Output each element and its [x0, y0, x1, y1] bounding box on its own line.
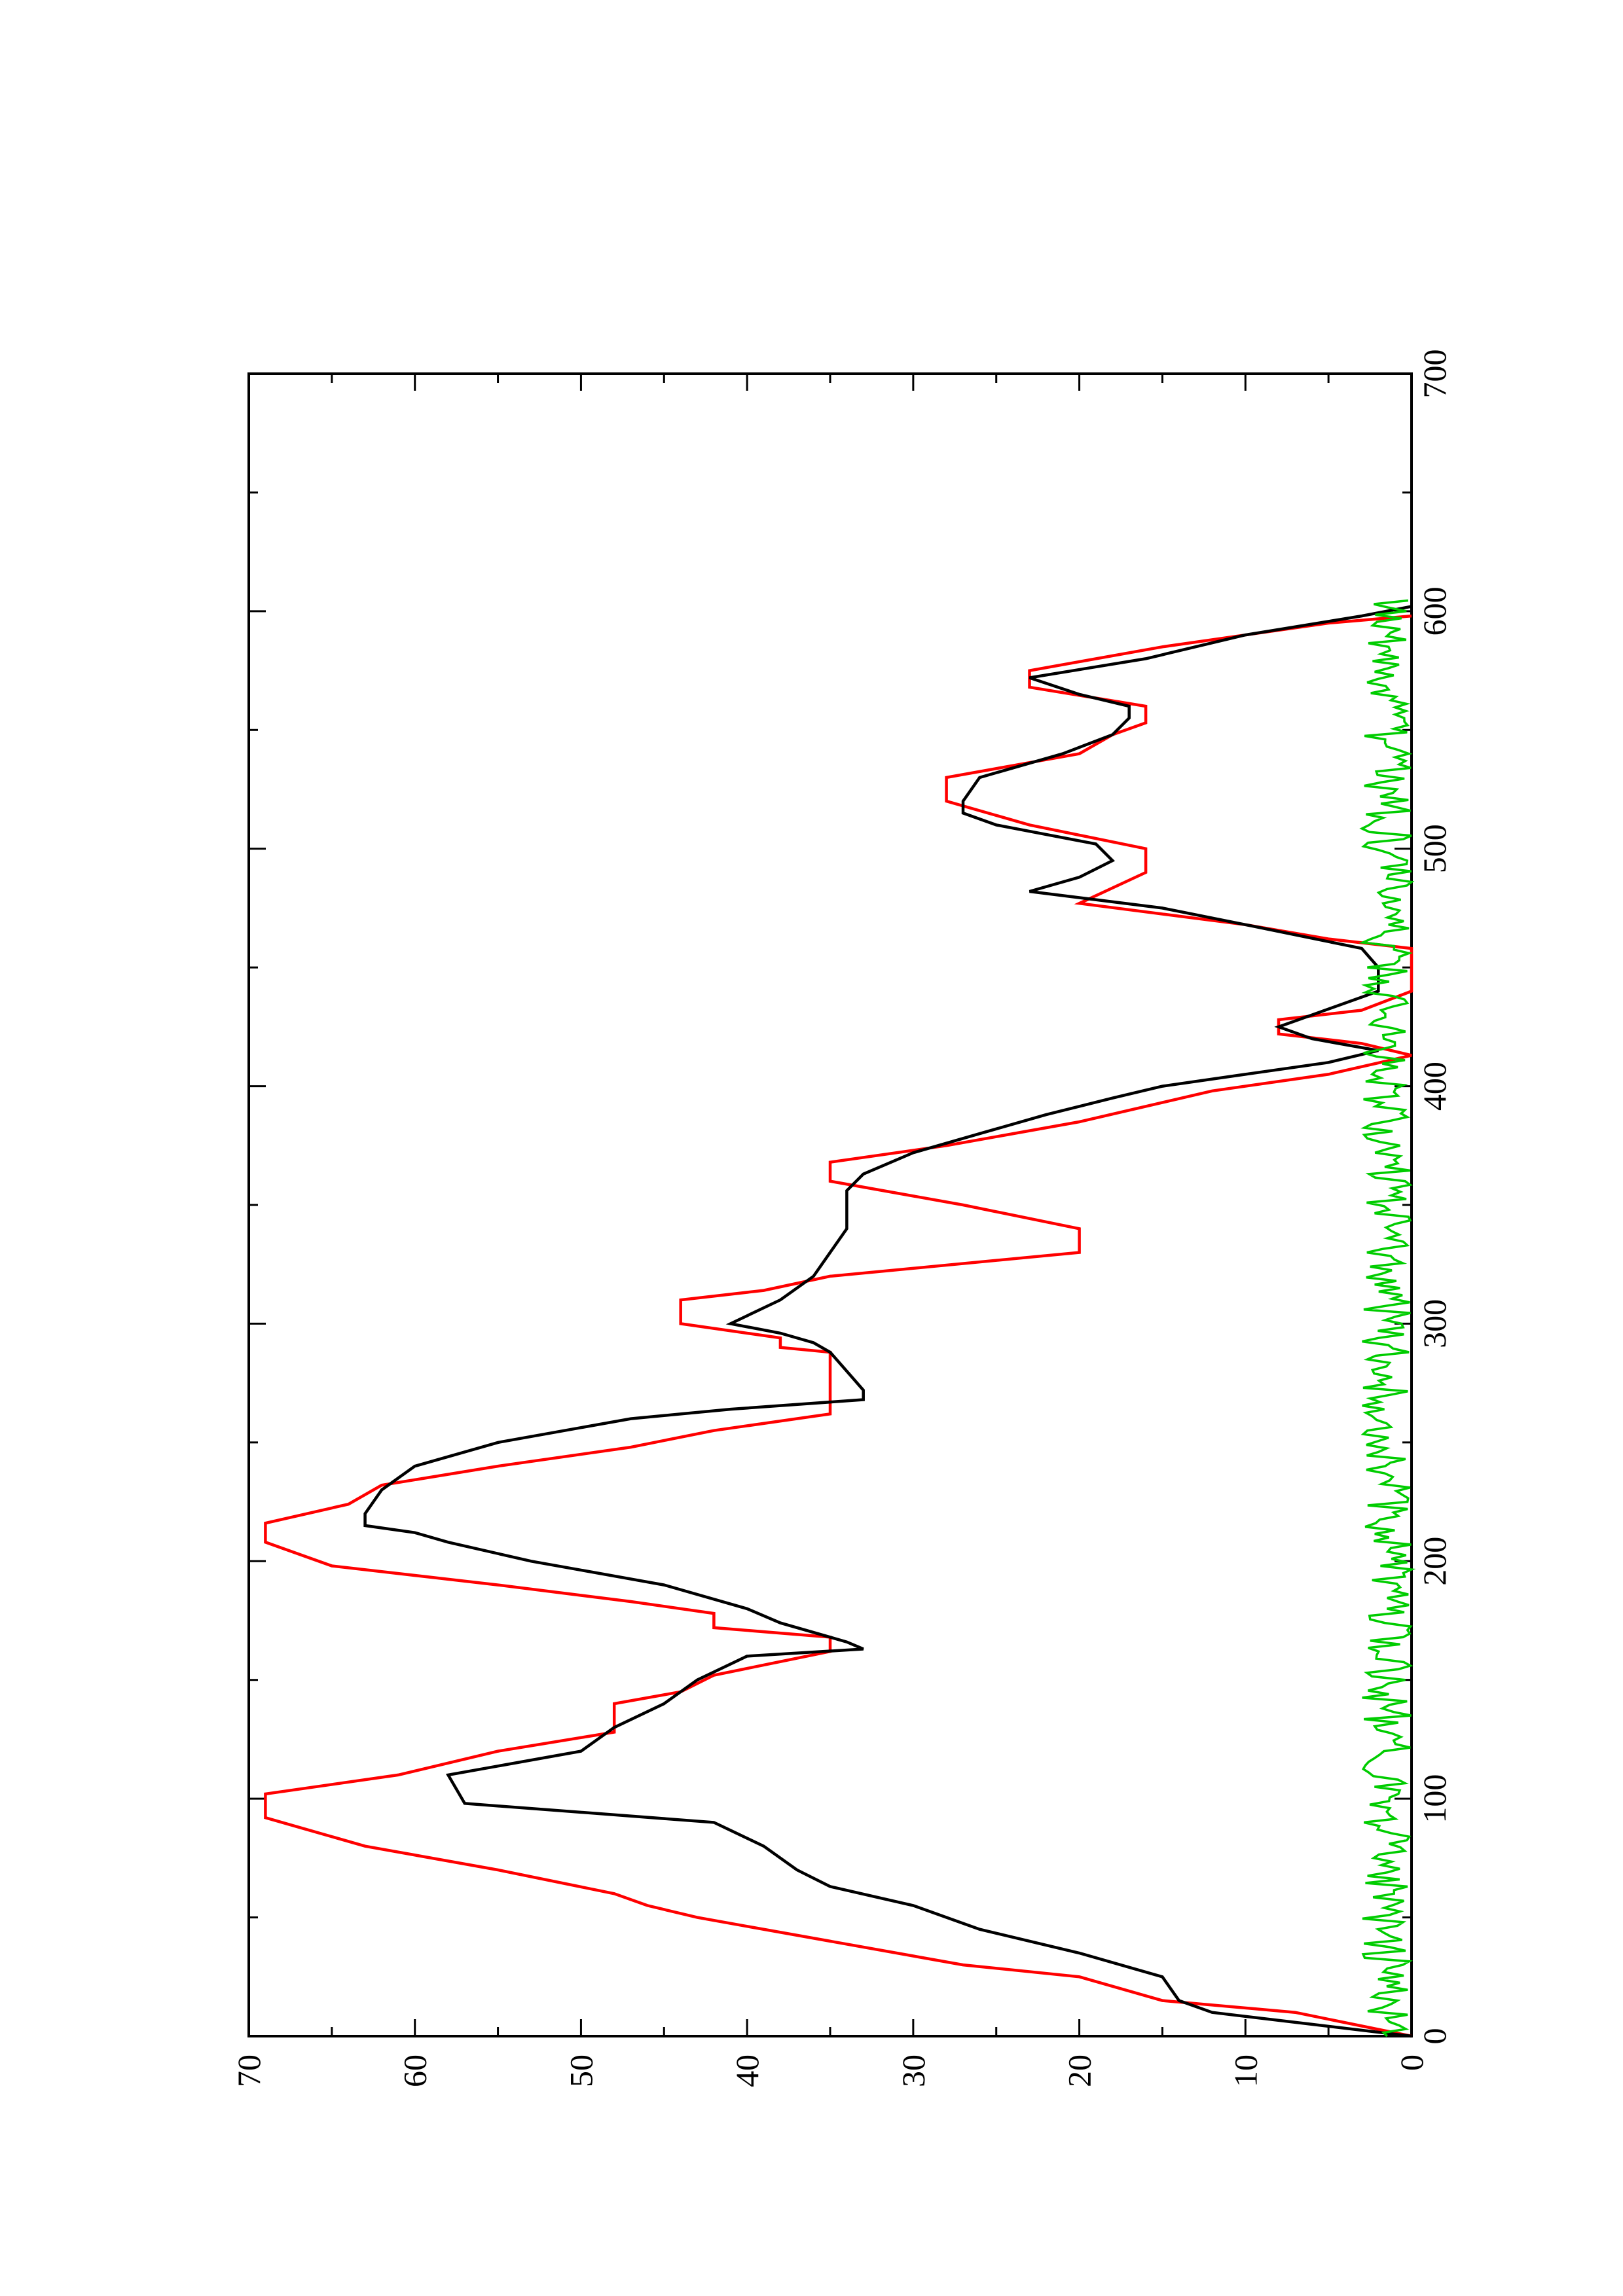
y-tick-label: 60: [397, 2054, 433, 2087]
axis-ticks: [247, 372, 1413, 2037]
chart-series: [264, 599, 1416, 2038]
y-tick-label: 20: [1061, 2054, 1098, 2087]
y-tick-label: 40: [729, 2054, 765, 2087]
x-tick-label: 200: [1416, 1537, 1453, 1586]
x-tick-label: 500: [1416, 824, 1453, 873]
series-line-3: [1358, 599, 1416, 2037]
series-line-1: [264, 614, 1413, 2038]
plot-frame: [247, 372, 1413, 2037]
series-line-2: [363, 605, 1412, 2038]
y-tick-label: 10: [1227, 2054, 1264, 2087]
x-tick-label: 0: [1416, 2028, 1453, 2045]
y-tick-label: 0: [1393, 2054, 1430, 2071]
x-tick-label: 300: [1416, 1299, 1453, 1348]
y-tick-label: 70: [230, 2054, 267, 2087]
x-tick-label: 700: [1416, 350, 1453, 399]
x-tick-label: 400: [1416, 1062, 1453, 1111]
x-tick-label: 100: [1416, 1774, 1453, 1823]
x-tick-label: 600: [1416, 586, 1453, 636]
y-tick-label: 50: [562, 2054, 599, 2087]
axis-tick-labels: 0 100 200 300 400 500 600 700 0 10 20 30 40 50 60 70: [230, 350, 1453, 2088]
y-tick-label: 30: [895, 2054, 932, 2087]
